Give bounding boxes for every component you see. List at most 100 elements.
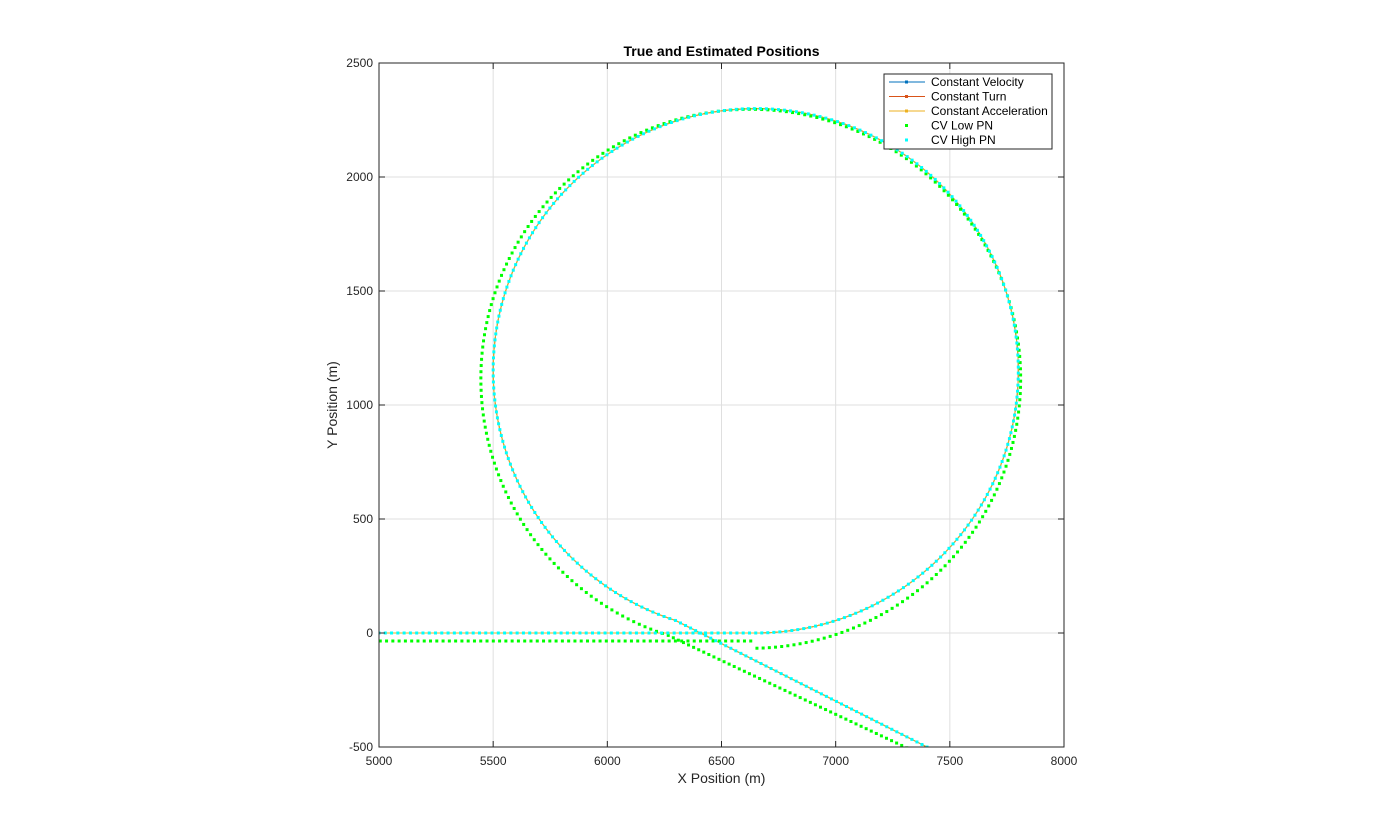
series-4-point xyxy=(770,107,774,111)
series-4-point xyxy=(656,612,660,616)
series-4-point xyxy=(684,624,688,628)
series-4-point xyxy=(519,252,523,256)
series-3-point xyxy=(502,268,506,272)
series-4-point xyxy=(979,233,983,237)
series-4-point xyxy=(947,546,951,550)
series-3-point xyxy=(655,629,659,633)
series-4-point xyxy=(959,533,963,537)
series-4-point xyxy=(421,631,425,635)
series-3-point xyxy=(487,443,491,447)
series-3-point xyxy=(850,127,854,131)
series-3-point xyxy=(548,557,552,561)
series-3-point xyxy=(379,639,382,643)
series-4-point xyxy=(547,530,551,534)
series-3-point xyxy=(699,639,703,643)
series-3-point xyxy=(707,653,711,657)
series-4-point xyxy=(559,631,563,635)
series-3-point xyxy=(1018,354,1022,358)
series-3-point xyxy=(839,123,843,127)
series-4-point xyxy=(427,631,431,635)
series-4-point xyxy=(492,386,496,390)
series-4-point xyxy=(943,551,947,555)
series-3-point xyxy=(933,180,937,184)
series-4-point xyxy=(1014,407,1018,411)
series-4-point xyxy=(929,173,933,177)
series-3-point xyxy=(472,639,476,643)
series-3-point xyxy=(479,376,483,380)
series-3-point xyxy=(894,150,898,154)
series-4-point xyxy=(997,271,1001,275)
series-3-point xyxy=(692,645,696,649)
series-4-point xyxy=(814,689,818,693)
series-4-point xyxy=(969,218,973,222)
series-3-point xyxy=(849,720,853,724)
series-3-point xyxy=(513,246,517,250)
series-3-point xyxy=(615,611,619,615)
legend-item[interactable]: Constant Velocity xyxy=(889,75,1024,89)
series-3-point xyxy=(410,639,414,643)
series-4-point xyxy=(790,629,794,633)
series-3-point xyxy=(480,401,484,405)
series-4-point xyxy=(847,124,851,128)
series-3-point xyxy=(899,153,903,157)
series-4-point xyxy=(564,188,568,192)
series-3-point xyxy=(491,297,495,301)
series-4-point xyxy=(719,641,723,645)
series-3-point xyxy=(479,394,483,398)
legend-item[interactable]: CV Low PN xyxy=(905,119,993,133)
series-3-point xyxy=(810,639,814,643)
series-3-point xyxy=(584,590,588,594)
legend-item[interactable]: CV High PN xyxy=(905,133,996,147)
series-4-point xyxy=(930,563,934,567)
series-4-point xyxy=(962,528,966,532)
series-4-point xyxy=(603,584,607,588)
series-4-point xyxy=(722,631,726,635)
series-3-point xyxy=(938,184,942,188)
series-3-point xyxy=(987,504,991,508)
series-4-point xyxy=(985,244,989,248)
series-4-point xyxy=(584,569,588,573)
series-4-point xyxy=(998,465,1002,469)
series-4-point xyxy=(511,468,515,472)
series-4-point xyxy=(534,631,538,635)
series-4-point xyxy=(1014,401,1018,405)
series-3-point xyxy=(544,552,548,556)
series-4-point xyxy=(452,631,456,635)
legend-item[interactable]: Constant Turn xyxy=(889,90,1006,104)
series-3-point xyxy=(447,639,451,643)
x-tick-label: 6000 xyxy=(594,754,621,768)
series-3-point xyxy=(562,182,566,186)
series-4-point xyxy=(895,730,899,734)
series-4-point xyxy=(973,513,977,517)
series-3-point xyxy=(435,639,439,643)
series-4-point xyxy=(825,621,829,625)
series-3-point xyxy=(554,639,558,643)
legend-item[interactable]: Constant Acceleration xyxy=(889,104,1048,118)
series-4-point xyxy=(673,618,677,622)
series-4-point xyxy=(1009,305,1013,309)
series-3-point xyxy=(890,739,894,743)
series-4-point xyxy=(954,199,958,203)
series-3-point xyxy=(491,455,495,459)
series-4-point xyxy=(511,268,515,272)
series-4-point xyxy=(834,699,838,703)
series-4-point xyxy=(970,518,974,522)
series-4-point xyxy=(895,148,899,152)
series-3-point xyxy=(510,251,514,255)
series-4-point xyxy=(666,631,670,635)
series-3-point xyxy=(403,639,407,643)
series-3-point xyxy=(1018,361,1022,365)
series-3-point xyxy=(973,227,977,231)
series-4-point xyxy=(572,179,576,183)
series-4-point xyxy=(634,602,638,606)
series-4-point xyxy=(890,727,894,731)
series-3-point xyxy=(571,174,575,178)
series-3-point xyxy=(486,315,490,319)
series-3-point xyxy=(1002,470,1006,474)
series-3-point xyxy=(878,140,882,144)
series-3-point xyxy=(548,639,552,643)
series-3-point xyxy=(859,724,863,728)
series-4-point xyxy=(965,213,969,217)
